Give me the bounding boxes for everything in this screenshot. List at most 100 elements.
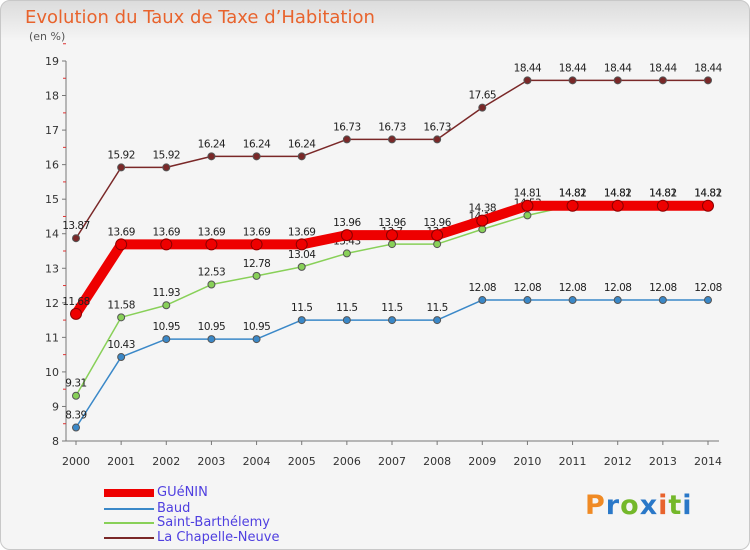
logo-letter: x [639, 490, 659, 521]
data-label-la-chapelle-neuve: 15.92 [107, 149, 135, 161]
data-label-guenin: 14.38 [469, 203, 497, 215]
data-label-saint-barthelemy: 13.04 [288, 249, 316, 261]
data-label-la-chapelle-neuve: 18.44 [604, 62, 632, 74]
data-label-guenin: 13.69 [288, 226, 316, 238]
data-point-baud [388, 316, 396, 325]
data-point-guenin [611, 199, 624, 212]
data-point-guenin [295, 238, 308, 251]
data-point-saint-barthelemy [523, 211, 532, 220]
chart-unit: (en %) [29, 30, 66, 43]
data-point-baud [704, 296, 712, 305]
y-tick-label: 13 [45, 262, 59, 275]
data-point-la-chapelle-neuve [658, 76, 667, 85]
data-point-guenin [566, 199, 579, 212]
data-point-guenin [431, 229, 444, 242]
data-point-guenin [386, 229, 398, 242]
x-tick-label: 2010 [513, 455, 541, 468]
data-point-la-chapelle-neuve [162, 163, 171, 172]
legend-swatch-la-chapelle-neuve [104, 536, 154, 539]
data-label-baud: 10.95 [243, 321, 271, 333]
data-label-la-chapelle-neuve: 18.44 [514, 62, 542, 74]
data-label-la-chapelle-neuve: 16.73 [333, 121, 361, 133]
data-point-la-chapelle-neuve [478, 103, 487, 112]
data-label-guenin: 13.96 [333, 217, 361, 229]
data-label-guenin: 13.69 [107, 226, 135, 238]
data-point-la-chapelle-neuve [523, 76, 532, 85]
data-label-la-chapelle-neuve: 18.44 [649, 62, 677, 74]
data-point-la-chapelle-neuve [433, 135, 442, 144]
data-point-saint-barthelemy [162, 301, 171, 310]
data-label-saint-barthelemy: 9.31 [65, 378, 86, 390]
data-point-saint-barthelemy [207, 280, 216, 289]
data-label-guenin: 13.69 [153, 226, 181, 238]
data-point-la-chapelle-neuve [297, 152, 306, 161]
data-label-guenin: 14.81 [649, 188, 677, 200]
proxiti-logo: Proxiti [585, 490, 693, 521]
data-point-baud [658, 296, 667, 305]
legend-label-saint-barthelemy: Saint-Barthélemy [157, 515, 270, 530]
data-point-la-chapelle-neuve [568, 76, 577, 85]
logo-letter: o [620, 490, 640, 521]
x-tick-label: 2005 [288, 455, 316, 468]
data-point-guenin [656, 199, 669, 212]
data-label-guenin: 11.68 [62, 296, 90, 308]
data-label-baud: 12.08 [604, 282, 632, 294]
legend-item-baud: Baud [104, 501, 190, 516]
data-point-baud [297, 316, 306, 325]
data-label-baud: 10.43 [107, 339, 135, 351]
data-label-guenin: 13.96 [378, 217, 406, 229]
data-label-guenin: 14.81 [694, 188, 722, 200]
data-point-baud [613, 296, 622, 305]
data-label-saint-barthelemy: 11.93 [153, 287, 181, 299]
data-label-baud: 12.08 [649, 282, 677, 294]
y-tick-label: 18 [45, 90, 59, 103]
data-point-la-chapelle-neuve [72, 234, 80, 243]
data-point-baud [162, 335, 171, 344]
data-point-saint-barthelemy [117, 313, 126, 322]
data-label-la-chapelle-neuve: 18.44 [559, 62, 587, 74]
data-point-guenin [115, 238, 128, 251]
data-point-la-chapelle-neuve [388, 135, 396, 144]
data-point-baud [478, 296, 487, 305]
data-point-saint-barthelemy [478, 225, 487, 234]
x-tick-label: 2011 [559, 455, 587, 468]
legend-swatch-guenin [104, 488, 154, 497]
data-label-baud: 10.95 [198, 321, 226, 333]
data-label-baud: 11.5 [336, 302, 357, 314]
legend-label-guenin: GUéNIN [157, 485, 208, 500]
legend-item-guenin: GUéNIN [104, 485, 208, 500]
data-label-saint-barthelemy: 14.82 [604, 187, 632, 199]
data-label-baud: 12.08 [694, 282, 722, 294]
legend-item-la-chapelle-neuve: La Chapelle-Neuve [104, 530, 279, 545]
data-point-guenin [521, 199, 534, 212]
data-point-saint-barthelemy [388, 240, 396, 249]
legend-item-saint-barthelemy: Saint-Barthélemy [104, 515, 270, 530]
data-point-la-chapelle-neuve [207, 152, 216, 161]
data-point-baud [433, 316, 442, 325]
y-tick-label: 16 [45, 159, 59, 172]
y-tick-label: 11 [45, 331, 59, 344]
y-tick-label: 14 [45, 228, 59, 241]
data-label-guenin: 13.96 [423, 217, 451, 229]
data-label-saint-barthelemy: 14.82 [694, 187, 722, 199]
data-label-baud: 12.08 [559, 282, 587, 294]
logo-letter: r [605, 490, 621, 521]
y-tick-label: 17 [45, 124, 59, 137]
data-label-la-chapelle-neuve: 16.73 [378, 121, 406, 133]
x-tick-label: 2001 [107, 455, 135, 468]
data-point-la-chapelle-neuve [704, 76, 712, 85]
data-point-guenin [160, 238, 173, 251]
y-tick-label: 9 [52, 400, 59, 413]
x-tick-label: 2013 [649, 455, 677, 468]
data-label-baud: 11.5 [381, 302, 402, 314]
data-label-guenin: 14.81 [559, 188, 587, 200]
data-point-saint-barthelemy [297, 262, 306, 271]
data-label-la-chapelle-neuve: 16.24 [198, 138, 226, 150]
x-tick-label: 2006 [333, 455, 361, 468]
data-point-saint-barthelemy [252, 271, 261, 280]
data-point-baud [207, 335, 216, 344]
data-point-guenin [205, 238, 218, 251]
x-tick-label: 2002 [152, 455, 180, 468]
data-label-guenin: 13.69 [198, 226, 226, 238]
